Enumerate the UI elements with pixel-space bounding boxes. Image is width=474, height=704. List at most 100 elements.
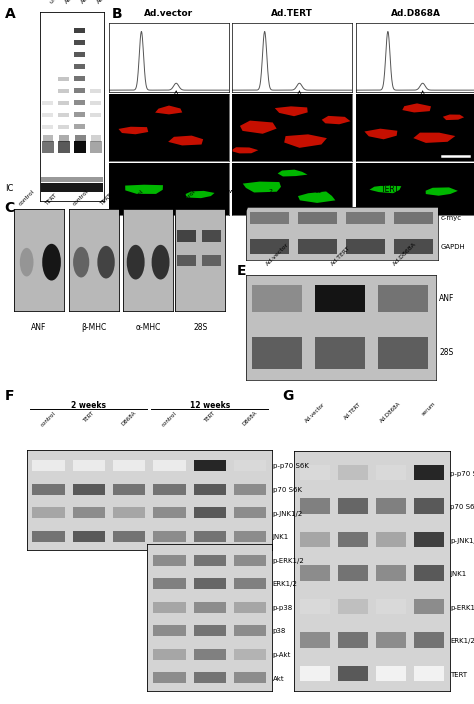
Bar [74,88,85,93]
Bar [58,125,69,129]
Bar [234,649,266,660]
Bar [113,531,145,542]
Bar [298,213,337,225]
Text: c-myc: c-myc [441,215,462,222]
Bar [153,460,186,471]
Bar [32,508,64,518]
Text: TERT: TERT [203,410,216,423]
Bar [414,498,444,514]
Bar [300,532,330,547]
Polygon shape [298,191,336,203]
Bar [194,578,226,589]
Bar [414,599,444,615]
Bar [32,484,64,495]
Text: 12 weeks: 12 weeks [190,401,230,410]
Bar [153,602,185,612]
Bar [153,578,185,589]
Bar [113,460,145,471]
Text: p38: p38 [273,629,286,634]
Bar [300,599,330,615]
Text: 2 weeks: 2 weeks [72,401,106,410]
Bar [73,484,105,495]
Bar [194,672,226,684]
Text: E: E [237,264,246,278]
Ellipse shape [127,245,145,279]
Bar [193,460,226,471]
Bar [153,555,185,565]
Polygon shape [243,182,281,192]
Bar [58,89,69,93]
Text: ERK1/2: ERK1/2 [273,582,297,587]
Bar [414,666,444,681]
Polygon shape [118,127,148,134]
Bar [338,599,368,615]
Bar [42,101,54,105]
Bar [74,39,85,44]
Bar [378,285,428,311]
Text: p-Akt: p-Akt [273,652,291,658]
Text: p-ERK1/2: p-ERK1/2 [450,605,474,610]
Text: IC: IC [5,184,13,193]
Text: TERT: TERT [206,194,219,207]
Bar [338,465,368,480]
Text: 12: 12 [410,189,419,194]
Ellipse shape [20,248,34,277]
Bar [376,565,406,581]
Bar [74,76,85,80]
Text: control: control [72,189,90,207]
Polygon shape [278,170,308,177]
Bar [153,508,186,518]
Polygon shape [155,106,182,114]
Bar [338,532,368,547]
Text: B: B [111,7,122,21]
Bar [338,666,368,681]
Bar [91,135,101,142]
Text: GAPDH: GAPDH [441,244,465,250]
Bar [234,531,266,542]
Bar [414,532,444,547]
Bar [394,213,433,225]
Text: control: control [40,410,57,427]
Text: 2: 2 [268,189,273,194]
Text: Ad.D868A: Ad.D868A [391,9,440,18]
Text: uninfected: uninfected [48,0,75,5]
Bar [250,213,289,225]
Polygon shape [369,185,401,193]
Ellipse shape [42,244,61,280]
Text: control: control [161,410,178,427]
Bar [74,141,86,153]
Text: Ad.D868A: Ad.D868A [392,241,417,267]
Bar [414,565,444,581]
Bar [74,112,85,117]
Polygon shape [275,106,308,116]
Text: G: G [282,389,293,403]
Bar [113,484,145,495]
Text: control: control [179,189,197,207]
Bar [194,649,226,660]
Bar [234,484,266,495]
Bar [74,27,85,32]
Bar [376,599,406,615]
Bar [153,484,186,495]
Bar [252,285,302,311]
Bar [315,337,365,369]
Bar [234,672,266,684]
Polygon shape [426,187,458,196]
Text: Ad.TERT: Ad.TERT [330,245,352,267]
Text: Ad.vector: Ad.vector [304,401,326,423]
Polygon shape [365,129,397,139]
Bar [194,555,226,565]
Bar [250,239,289,254]
Bar [58,141,70,153]
Bar [73,508,105,518]
Text: TERT: TERT [381,184,400,194]
Bar [32,460,64,471]
Text: p-ERK1/2: p-ERK1/2 [273,558,304,564]
Bar [300,498,330,514]
Text: 28S: 28S [439,348,454,357]
Polygon shape [240,120,277,134]
Text: D868A: D868A [121,410,137,427]
Bar [90,101,101,105]
Text: p-JNK1/2: p-JNK1/2 [273,510,303,517]
Bar [90,141,102,153]
